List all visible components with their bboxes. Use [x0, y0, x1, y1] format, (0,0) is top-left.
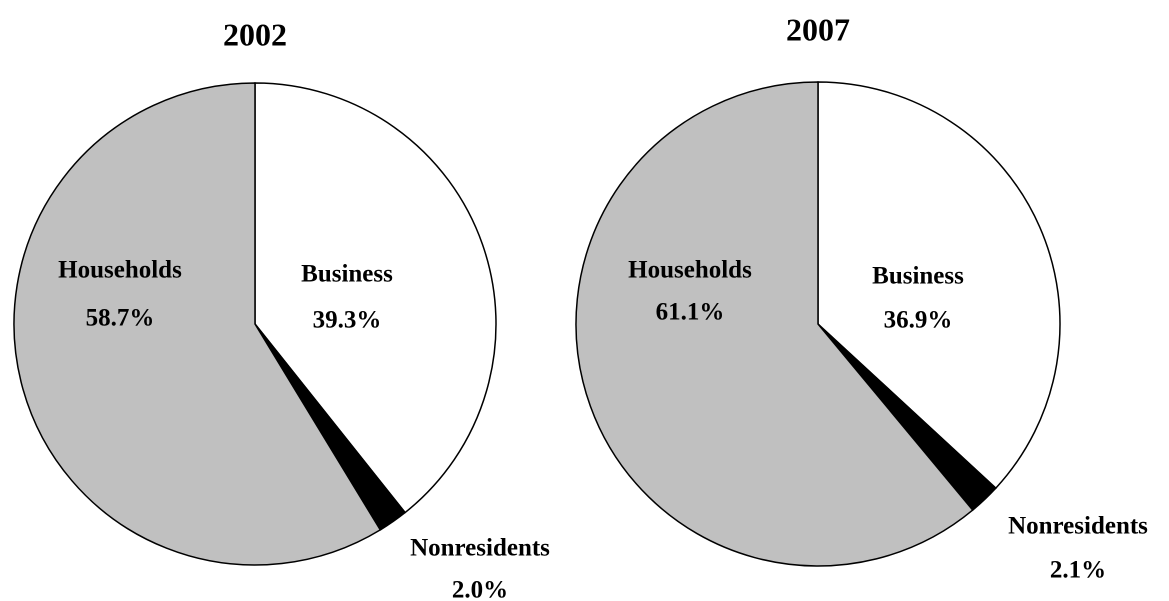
pie-slice — [817, 81, 1061, 490]
chart-title: 2007 — [786, 11, 850, 47]
chart-title: 2002 — [223, 16, 287, 52]
value-label: 61.1% — [656, 299, 725, 326]
value-label: 39.3% — [313, 307, 382, 334]
value-label: 36.9% — [884, 307, 953, 334]
slice-label: Nonresidents — [410, 535, 550, 562]
pie-slice — [575, 81, 974, 567]
pie-slice — [254, 82, 497, 514]
value-label: 58.7% — [86, 305, 155, 332]
slice-label: Business — [872, 263, 964, 290]
slice-label: Nonresidents — [1008, 513, 1148, 540]
slice-label: Business — [301, 261, 393, 288]
pie-slice — [13, 82, 382, 566]
slice-label: Households — [628, 257, 752, 284]
slice-label: Households — [58, 257, 182, 284]
value-label: 2.0% — [452, 577, 508, 601]
value-label: 2.1% — [1050, 557, 1106, 584]
